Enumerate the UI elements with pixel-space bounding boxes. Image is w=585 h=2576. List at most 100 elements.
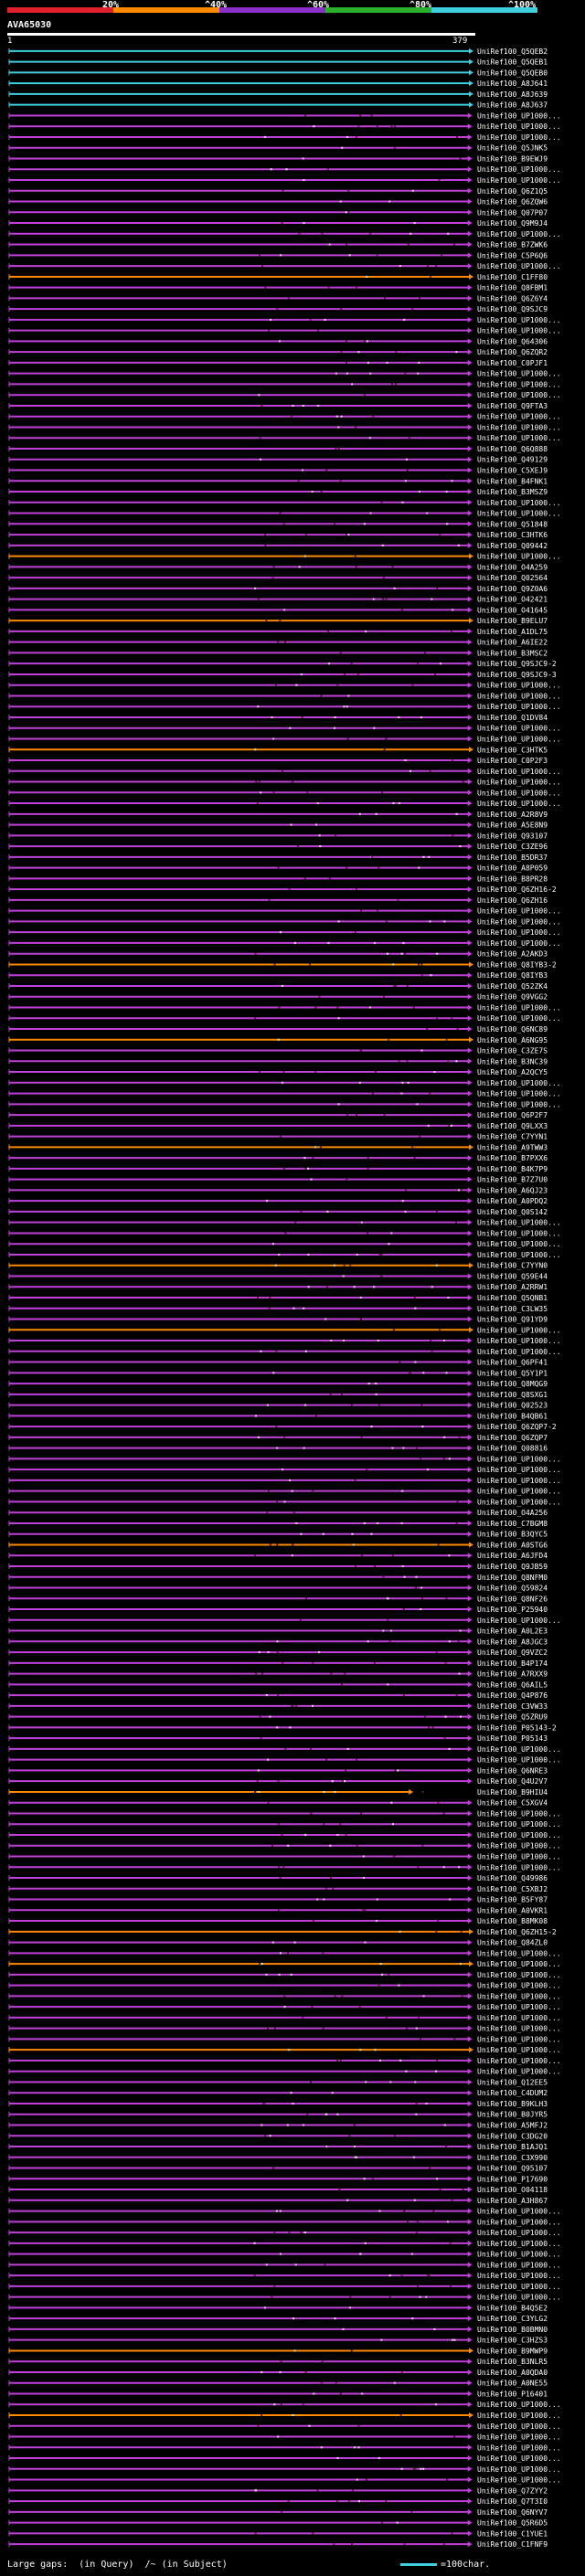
hit-label[interactable]: UniRef100_UP1000... [477,2218,561,2226]
hit-label[interactable]: UniRef100_UP1000... [477,1477,561,1485]
hit-label[interactable]: UniRef100_B9KLH3 [477,2100,548,2108]
hit-label[interactable]: UniRef100_Q6Z6Y4 [477,294,548,302]
hit-label[interactable]: UniRef100_Q4P876 [477,1691,548,1700]
hit-label[interactable]: UniRef100_B7ZWK6 [477,241,548,249]
hit-label[interactable]: UniRef100_A2R8V9 [477,811,548,819]
hit-label[interactable]: UniRef100_Q8MQG9 [477,1380,548,1388]
hit-label[interactable]: UniRef100_P25940 [477,1606,548,1614]
hit-label[interactable]: UniRef100_UP1000... [477,1337,561,1345]
hit-label[interactable]: UniRef100_UP1000... [477,380,561,388]
hit-label[interactable]: UniRef100_UP1000... [477,1756,561,1765]
hit-label[interactable]: UniRef100_C1FNF9 [477,2540,548,2549]
hit-label[interactable]: UniRef100_UP1000... [477,1100,561,1108]
hit-label[interactable]: UniRef100_UP1000... [477,1992,561,2000]
hit-label[interactable]: UniRef100_Q9VZC2 [477,1648,548,1657]
hit-label[interactable]: UniRef100_UP1000... [477,2476,561,2485]
hit-label[interactable]: UniRef100_Q6ZQP7 [477,1434,548,1442]
hit-label[interactable]: UniRef100_Q02523 [477,1402,548,1410]
hit-label[interactable]: UniRef100_UP1000... [477,370,561,378]
hit-label[interactable]: UniRef100_UP1000... [477,703,561,711]
hit-label[interactable]: UniRef100_Q93107 [477,832,548,840]
hit-label[interactable]: UniRef100_Q8FBM1 [477,284,548,292]
hit-label[interactable]: UniRef100_A6NG95 [477,1036,548,1044]
hit-label[interactable]: UniRef100_UP1000... [477,789,561,797]
hit-label[interactable]: UniRef100_Q59824 [477,1585,548,1593]
hit-label[interactable]: UniRef100_C3ZE7S [477,1047,548,1055]
hit-label[interactable]: UniRef100_UP1000... [477,692,561,700]
hit-label[interactable]: UniRef100_UP1000... [477,499,561,507]
hit-label[interactable]: UniRef100_UP1000... [477,1079,561,1087]
hit-label[interactable]: UniRef100_UP1000... [477,1745,561,1754]
hit-label[interactable]: UniRef100_UP1000... [477,553,561,561]
hit-label[interactable]: UniRef100_A8J641 [477,80,548,88]
hit-label[interactable]: UniRef100_A2RRW1 [477,1283,548,1291]
hit-label[interactable]: UniRef100_A5E8N9 [477,822,548,830]
hit-label[interactable]: UniRef100_UP1000... [477,1617,561,1625]
hit-label[interactable]: UniRef100_B8MK08 [477,1917,548,1925]
hit-label[interactable]: UniRef100_Q5Y1P1 [477,1369,548,1377]
hit-label[interactable]: UniRef100_Q6ZH15-2 [477,1928,557,1936]
hit-label[interactable]: UniRef100_P16401 [477,2390,548,2398]
hit-label[interactable]: UniRef100_C1YUE1 [477,2529,548,2538]
hit-label[interactable]: UniRef100_A0QDA0 [477,2369,548,2377]
hit-label[interactable]: UniRef100_UP1000... [477,1853,561,1861]
hit-label[interactable]: UniRef100_Q6NYV7 [477,2508,548,2517]
hit-label[interactable]: UniRef100_Q5JNK5 [477,144,548,153]
hit-label[interactable]: UniRef100_Q6ZQW6 [477,198,548,207]
hit-label[interactable]: UniRef100_UP1000... [477,133,561,142]
hit-label[interactable]: UniRef100_UP1000... [477,2046,561,2054]
hit-label[interactable]: UniRef100_Q6Q888 [477,445,548,453]
hit-label[interactable]: UniRef100_Q5QNB1 [477,1294,548,1302]
hit-label[interactable]: UniRef100_UP1000... [477,1842,561,1850]
hit-label[interactable]: UniRef100_A0NE55 [477,2380,548,2388]
hit-label[interactable]: UniRef100_A9TWW3 [477,1143,548,1151]
hit-label[interactable]: UniRef100_Q9SJC9-3 [477,671,557,679]
hit-label[interactable]: UniRef100_UP1000... [477,1466,561,1474]
hit-label[interactable]: UniRef100_UP1000... [477,1488,561,1496]
hit-label[interactable]: UniRef100_UP1000... [477,2465,561,2474]
hit-label[interactable]: UniRef100_C5P6Q6 [477,251,548,260]
hit-label[interactable]: UniRef100_UP1000... [477,2057,561,2065]
hit-label[interactable]: UniRef100_UP1000... [477,735,561,743]
hit-label[interactable]: UniRef100_Q52ZK4 [477,982,548,991]
hit-label[interactable]: UniRef100_Q6ZH16 [477,896,548,905]
hit-label[interactable]: UniRef100_UP1000... [477,2035,561,2043]
hit-label[interactable]: UniRef100_Q12EE5 [477,2078,548,2086]
hit-label[interactable]: UniRef100_UP1000... [477,111,561,120]
hit-label[interactable]: UniRef100_Q5R6D5 [477,2519,548,2528]
hit-label[interactable]: UniRef100_Q07P07 [477,208,548,217]
hit-label[interactable]: UniRef100_UP1000... [477,176,561,185]
hit-label[interactable]: UniRef100_UP1000... [477,2251,561,2259]
hit-label[interactable]: UniRef100_UP1000... [477,510,561,518]
hit-label[interactable]: UniRef100_Q6ZQP7-2 [477,1423,557,1431]
hit-label[interactable]: UniRef100_UP1000... [477,939,561,948]
hit-label[interactable]: UniRef100_A8J637 [477,101,548,110]
hit-label[interactable]: UniRef100_O41645 [477,606,548,614]
hit-label[interactable]: UniRef100_UP1000... [477,1831,561,1839]
hit-label[interactable]: UniRef100_B9MWP9 [477,2347,548,2355]
hit-label[interactable]: UniRef100_O4A256 [477,1509,548,1517]
hit-label[interactable]: UniRef100_UP1000... [477,1498,561,1506]
hit-label[interactable]: UniRef100_UP1000... [477,2401,561,2409]
hit-label[interactable]: UniRef100_Q7ZYY2 [477,2486,548,2495]
hit-label[interactable]: UniRef100_A3H867 [477,2197,548,2205]
hit-label[interactable]: UniRef100_C1FF80 [477,273,548,281]
hit-label[interactable]: UniRef100_C3LW35 [477,1305,548,1313]
hit-label[interactable]: UniRef100_A1DL75 [477,628,548,636]
hit-label[interactable]: UniRef100_B3NLR5 [477,2358,548,2366]
hit-label[interactable]: UniRef100_UP1000... [477,682,561,690]
hit-label[interactable]: UniRef100_UP1000... [477,1863,561,1871]
hit-label[interactable]: UniRef100_Q6P2F7 [477,1111,548,1119]
hit-label[interactable]: UniRef100_C3HTK5 [477,746,548,754]
hit-label[interactable]: UniRef100_Q6ZH16-2 [477,885,557,894]
hit-label[interactable]: UniRef100_B4QB61 [477,1412,548,1420]
hit-label[interactable]: UniRef100_A2QCY5 [477,1068,548,1076]
hit-label[interactable]: UniRef100_C3DG20 [477,2132,548,2140]
hit-label[interactable]: UniRef100_C7YYN1 [477,1133,548,1141]
hit-label[interactable]: UniRef100_B4K7P9 [477,1165,548,1173]
hit-label[interactable]: UniRef100_B7PXX6 [477,1154,548,1162]
hit-label[interactable]: UniRef100_B9HIU4 [477,1788,548,1797]
hit-label[interactable]: UniRef100_A8JGC3 [477,1638,548,1646]
hit-label[interactable]: UniRef100_B0JYR5 [477,2111,548,2119]
hit-label[interactable]: UniRef100_C7BGM8 [477,1520,548,1528]
